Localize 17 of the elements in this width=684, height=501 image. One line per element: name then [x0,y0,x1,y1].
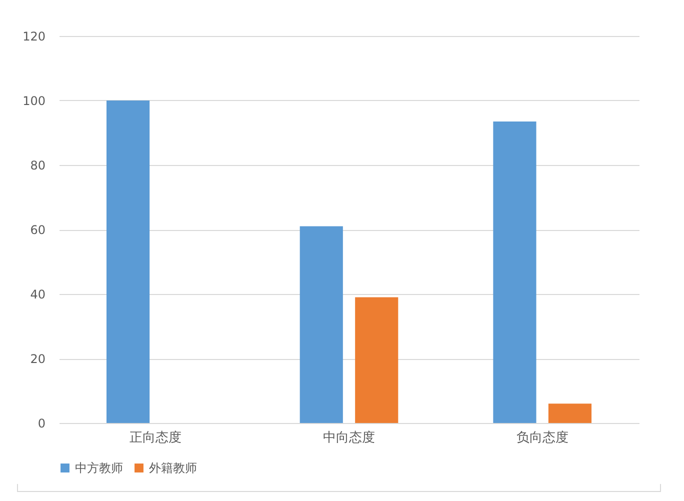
x-tick-label: 中向态度 [323,430,375,446]
bar [548,404,592,423]
y-tick-label: 20 [30,352,46,366]
x-tick-label: 负向态度 [516,430,568,446]
x-tick-label: 正向态度 [130,430,182,446]
bar [355,297,398,423]
y-tick-label: 80 [30,158,46,172]
legend-label: 外籍教师 [149,461,197,475]
bar [300,226,343,423]
y-tick-label: 0 [38,416,46,430]
y-tick-label: 40 [30,288,46,302]
y-tick-label: 120 [22,30,46,44]
legend-label: 中方教师 [75,461,123,475]
bar [106,100,150,423]
y-tick-label: 100 [22,94,46,108]
bar [493,121,536,423]
y-tick-label: 60 [30,223,46,237]
